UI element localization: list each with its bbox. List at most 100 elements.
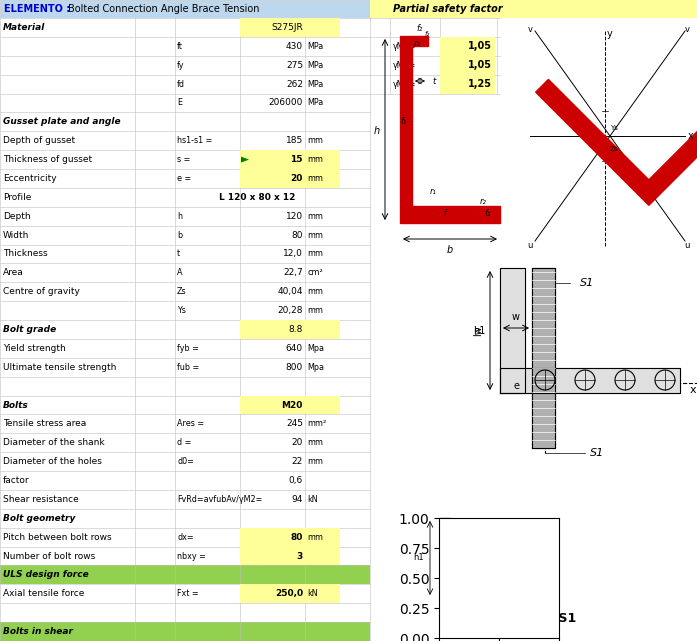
Text: s =: s = xyxy=(177,155,190,164)
Bar xyxy=(0,565,370,585)
Text: MPa: MPa xyxy=(307,79,323,88)
Bar xyxy=(240,18,340,37)
Text: γM1=: γM1= xyxy=(393,61,416,70)
Text: Centre of gravity: Centre of gravity xyxy=(3,287,80,296)
Text: 3: 3 xyxy=(297,551,303,560)
Text: 94: 94 xyxy=(291,495,303,504)
Text: v: v xyxy=(684,24,689,33)
Text: mm: mm xyxy=(307,249,323,258)
Bar xyxy=(0,0,370,18)
Text: mm: mm xyxy=(307,136,323,146)
Text: Number of bolt rows: Number of bolt rows xyxy=(3,551,95,560)
Bar xyxy=(0,94,370,112)
Text: s: s xyxy=(511,588,515,597)
Text: 22: 22 xyxy=(292,457,303,466)
Text: y: y xyxy=(607,29,613,39)
Bar xyxy=(0,358,370,377)
Text: y: y xyxy=(548,266,556,276)
Text: r₂: r₂ xyxy=(480,197,487,206)
Text: x: x xyxy=(688,131,694,141)
Bar xyxy=(440,74,495,94)
Text: MPa: MPa xyxy=(307,99,323,108)
Bar xyxy=(240,528,340,547)
Text: 40,04: 40,04 xyxy=(277,287,303,296)
Text: 0,6: 0,6 xyxy=(289,476,303,485)
Text: MPa: MPa xyxy=(307,42,323,51)
Text: MPa: MPa xyxy=(307,61,323,70)
Text: e =: e = xyxy=(177,174,191,183)
Bar xyxy=(0,585,370,603)
Text: f₂: f₂ xyxy=(485,208,491,217)
Text: mm: mm xyxy=(307,438,323,447)
Text: t: t xyxy=(177,249,180,258)
Text: Gusset plate and angle: Gusset plate and angle xyxy=(3,117,121,126)
Bar xyxy=(0,415,370,433)
Text: M20: M20 xyxy=(282,401,303,410)
Text: SECTION  S1: SECTION S1 xyxy=(489,612,576,624)
Text: fub =: fub = xyxy=(177,363,199,372)
Bar xyxy=(0,565,370,585)
Bar xyxy=(0,112,370,131)
Bar xyxy=(0,56,370,74)
Text: 640: 640 xyxy=(286,344,303,353)
Text: 262: 262 xyxy=(286,79,303,88)
Text: e: e xyxy=(514,381,520,391)
Text: FvRd=avfubAv/γM2=: FvRd=avfubAv/γM2= xyxy=(177,495,262,504)
Text: h1: h1 xyxy=(413,553,424,563)
Text: Yield strength: Yield strength xyxy=(3,344,66,353)
Polygon shape xyxy=(400,36,428,206)
Text: d0=: d0= xyxy=(177,457,194,466)
Bar xyxy=(0,320,370,339)
Text: factor: factor xyxy=(3,476,30,485)
Text: cm²: cm² xyxy=(307,269,323,278)
Text: mm: mm xyxy=(307,306,323,315)
Text: 206000: 206000 xyxy=(268,99,303,108)
Polygon shape xyxy=(241,156,249,163)
Text: r₂: r₂ xyxy=(414,38,421,47)
Text: Bolt grade: Bolt grade xyxy=(3,325,56,334)
Text: mm: mm xyxy=(307,287,323,296)
Text: Material: Material xyxy=(3,23,45,32)
Bar xyxy=(240,320,340,339)
Text: x: x xyxy=(690,385,696,395)
Text: h: h xyxy=(374,126,380,136)
Text: mm: mm xyxy=(307,457,323,466)
Text: Bolts: Bolts xyxy=(3,401,29,410)
Bar xyxy=(0,245,370,263)
Text: d =: d = xyxy=(177,438,192,447)
Text: f₂: f₂ xyxy=(425,31,430,37)
Text: 20: 20 xyxy=(291,174,303,183)
Text: fyb =: fyb = xyxy=(177,344,199,353)
Text: b: b xyxy=(447,245,453,255)
Text: ELEMENTO :: ELEMENTO : xyxy=(4,4,70,14)
Bar xyxy=(0,547,370,565)
Text: 275: 275 xyxy=(286,61,303,70)
Text: 800: 800 xyxy=(286,363,303,372)
Text: |: | xyxy=(542,270,544,277)
Text: A: A xyxy=(177,269,183,278)
Text: Ys: Ys xyxy=(177,306,186,315)
Text: t: t xyxy=(432,76,435,85)
Text: L 120 x 80 x 12: L 120 x 80 x 12 xyxy=(220,193,296,202)
Text: ULS design force: ULS design force xyxy=(3,570,89,579)
Bar xyxy=(0,395,370,415)
Text: f₁: f₁ xyxy=(401,117,407,126)
Polygon shape xyxy=(400,206,500,223)
Text: v: v xyxy=(528,24,533,33)
Bar xyxy=(0,490,370,509)
Bar xyxy=(0,528,370,547)
Polygon shape xyxy=(536,79,697,205)
Text: fy: fy xyxy=(177,61,185,70)
Polygon shape xyxy=(440,518,450,598)
Bar xyxy=(0,188,370,207)
Text: Bolted Connection Angle Brace Tension: Bolted Connection Angle Brace Tension xyxy=(68,4,259,14)
Text: Thickness: Thickness xyxy=(3,249,47,258)
Text: Zs: Zs xyxy=(610,146,618,152)
Text: mm: mm xyxy=(307,155,323,164)
Text: 1,25: 1,25 xyxy=(468,79,492,89)
Bar xyxy=(240,547,340,565)
Text: dx=: dx= xyxy=(177,533,194,542)
Text: h: h xyxy=(177,212,182,221)
Text: Eccentricity: Eccentricity xyxy=(3,174,56,183)
Text: Diameter of the shank: Diameter of the shank xyxy=(3,438,105,447)
